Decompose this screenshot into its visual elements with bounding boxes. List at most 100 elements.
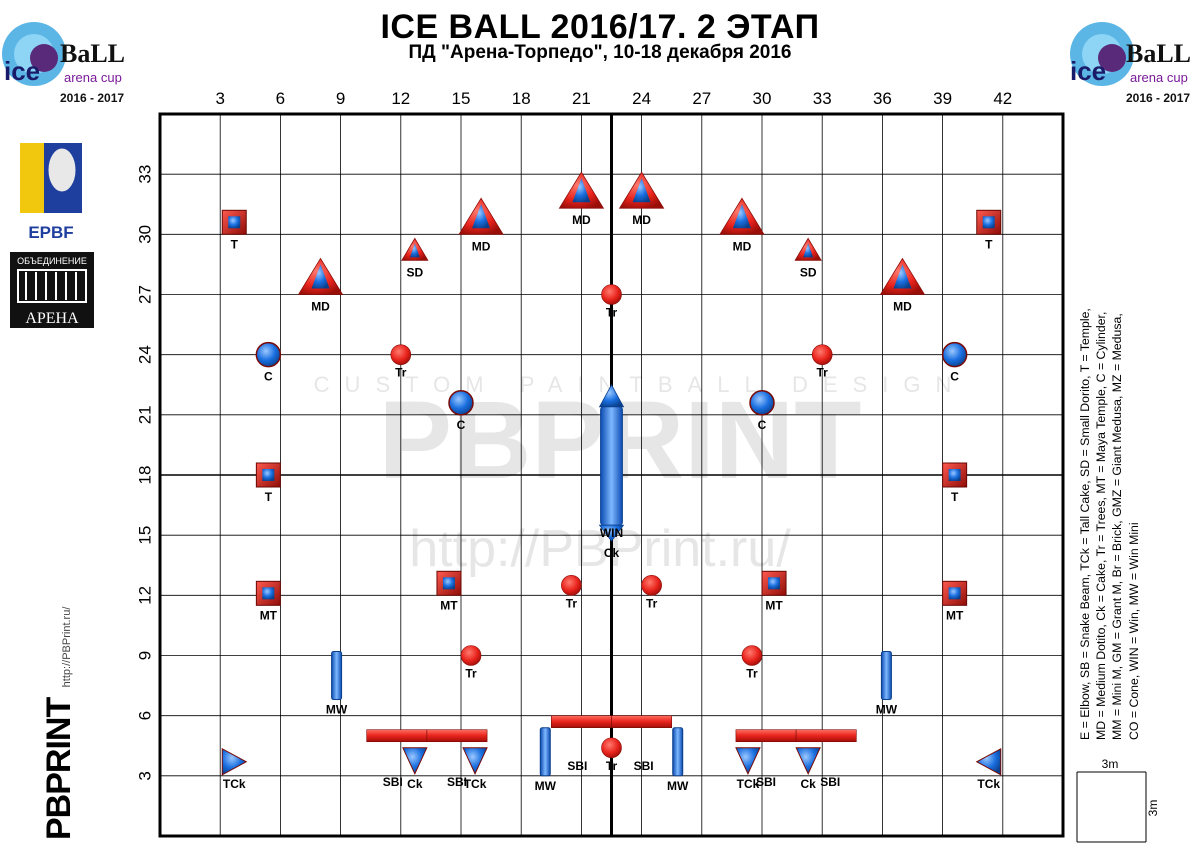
bunker-core <box>948 587 961 600</box>
x-tick-label: 12 <box>391 89 410 108</box>
bunker-mt <box>255 580 281 606</box>
bunker-core <box>262 469 275 481</box>
snake-beam <box>611 715 673 728</box>
pbprint-logo-text: PBPRINT <box>40 697 78 840</box>
bunker-ck <box>402 747 428 775</box>
bunker-tck <box>735 747 761 775</box>
snake-beam-label: SBI <box>383 775 403 789</box>
win-bottom-cap <box>598 524 625 542</box>
bunker-label: MW <box>326 703 348 717</box>
bunker-mt <box>436 570 462 596</box>
scale-vertical-label: 3m <box>1146 800 1160 817</box>
bunker-label: Tr <box>817 366 829 380</box>
bunker-label: MT <box>765 598 783 612</box>
bunker-label: SD <box>407 265 424 279</box>
bunker-shape <box>539 727 551 777</box>
bunker-shape <box>460 645 482 666</box>
iceball-years-right: 2016 - 2017 <box>1126 91 1190 105</box>
bunker-label: SD <box>800 265 817 279</box>
bunker-shape <box>462 747 488 775</box>
bunker-label: MD <box>733 239 752 253</box>
y-tick-label: 21 <box>135 405 154 424</box>
bunker-core <box>982 216 995 229</box>
legend-line-1: E = Elbow, SB = Snake Beam, TCk = Tall C… <box>1078 308 1092 740</box>
bunker-core <box>572 178 591 203</box>
bunker-shape <box>601 737 622 759</box>
bunker-md <box>618 171 665 209</box>
bunker-label: C <box>457 418 466 432</box>
snake-beam-label: SBI <box>634 759 654 773</box>
bunker-shape <box>255 341 282 368</box>
bunker-t <box>255 462 281 488</box>
bunker-label: C <box>758 418 767 432</box>
bunker-label: MW <box>667 779 689 793</box>
pbprint-brand: PBPRINT http://PBPrint.ru/ <box>40 607 79 840</box>
bunker-md <box>297 257 344 295</box>
x-tick-label: 15 <box>452 89 471 108</box>
snake-beam <box>366 729 428 743</box>
bunker-frame <box>255 462 281 488</box>
bunker-shape <box>331 651 343 701</box>
watermark-line-3: http://PBPrint.ru/ <box>409 520 791 578</box>
bunker-mw <box>880 651 892 701</box>
bunker-md <box>719 197 765 235</box>
x-tick-label: 6 <box>276 89 285 108</box>
watermark-line-1: CUSTOM PAINTBALL DESIGN <box>314 372 967 397</box>
bunker-label: T <box>951 490 959 504</box>
snake-beam <box>735 729 797 743</box>
bunker-label: TCk <box>223 777 246 791</box>
bunker-label: Ck <box>407 777 423 791</box>
snake-beam <box>550 715 612 728</box>
bunker-label: Tr <box>606 759 618 773</box>
bunker-shape <box>795 747 821 775</box>
bunker-c <box>255 341 282 368</box>
bunker-label: T <box>265 490 273 504</box>
bunker-label: C <box>950 370 959 384</box>
legend-line-4: CO = Cone, WIN = Win, MW = Win Mini <box>1126 522 1141 740</box>
bunker-labels: SBI SBI SBI SBI SBI SBI WIN Ck T T MD MD SD SD MD MD MD M… <box>223 213 1001 793</box>
win-label: WIN <box>600 526 623 540</box>
snake-beam-label: SBI <box>820 775 840 789</box>
bunker-c <box>749 390 775 416</box>
snake-beam <box>426 729 488 743</box>
bunker-core <box>409 243 420 258</box>
bunker-label: TCk <box>737 777 760 791</box>
x-tick-label: 36 <box>873 89 892 108</box>
bunker-core <box>732 204 751 229</box>
iceball-years-left: 2016 - 2017 <box>60 91 124 105</box>
bunker-shape <box>448 390 474 416</box>
bunker-shape <box>672 727 684 777</box>
bunker-shape <box>561 575 582 596</box>
y-tick-label: 3 <box>135 771 154 780</box>
y-tick-label: 6 <box>135 711 154 720</box>
bunker-core <box>948 469 961 481</box>
bunker-tr <box>641 575 662 596</box>
y-tick-label: 18 <box>135 466 154 485</box>
iceball-logo-right: ice BaLL arena cup 2016 - 2017 <box>1070 22 1191 105</box>
bunker-core <box>442 577 455 590</box>
legend-line-2: MD = Medium Dotito, Ck = Cake, Tr = Tree… <box>1094 311 1109 740</box>
x-tick-label: 27 <box>692 89 711 108</box>
pbprint-url: http://PBPrint.ru/ <box>61 606 73 688</box>
bunker-shape <box>975 747 1002 776</box>
bunker-label: MT <box>946 608 964 622</box>
bunker-label: MD <box>572 213 591 227</box>
bunker-core <box>803 243 814 258</box>
bunker-tr <box>390 344 412 365</box>
axis-ticks: 3 6 9 12 15 18 21 24 27 30 33 36 39 42369121518212427… <box>135 89 1012 781</box>
bunker-label: MT <box>260 608 278 622</box>
bunker-shape <box>749 390 775 416</box>
y-tick-label: 15 <box>135 526 154 545</box>
page-subtitle: ПД "Арена-Торпедо", 10-18 декабря 2016 <box>408 42 792 63</box>
bunker-tr <box>460 645 482 666</box>
bunker-label: MW <box>535 779 557 793</box>
bunker-core <box>893 264 912 289</box>
y-tick-label: 30 <box>135 225 154 244</box>
bunker-c <box>448 390 474 416</box>
bunker-tck <box>462 747 488 775</box>
iceball-logo-left: ice BaLL arena cup 2016 - 2017 <box>2 22 125 105</box>
iceball-arena-right: arena cup <box>1130 70 1188 85</box>
bunker-t <box>221 209 247 235</box>
snake-beam-label: SBI <box>447 775 467 789</box>
bunker-md <box>458 197 504 235</box>
